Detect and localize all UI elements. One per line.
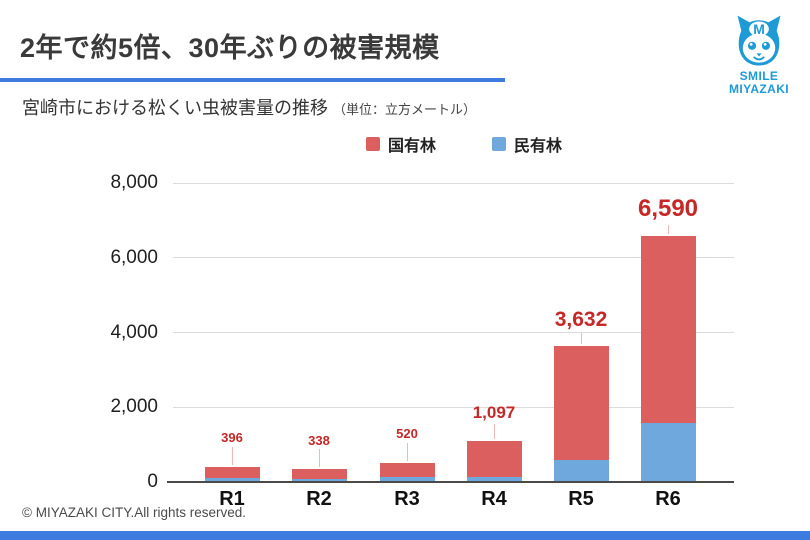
y-axis-tick-label: 2,000 [58,396,158,418]
copyright-text: © MIYAZAKI CITY.All rights reserved. [22,505,246,520]
x-axis-label-R5: R5 [536,488,626,511]
value-leader-line [232,447,233,465]
x-axis-line [167,481,734,483]
slide: { "header": { "title": "2年で約5倍、30年ぶりの被害規… [0,0,810,540]
x-axis-label-R6: R6 [623,488,713,511]
value-label-R3: 520 [337,427,477,442]
bar-segment-国有林-R1 [205,467,260,478]
bar-segment-民有林-R5 [554,460,609,482]
bar-segment-国有林-R5 [554,346,609,459]
bar-segment-国有林-R3 [380,463,435,478]
value-leader-line [494,424,495,439]
value-leader-line [668,225,669,234]
y-axis-tick-label: 4,000 [58,322,158,344]
bar-segment-国有林-R4 [467,441,522,477]
value-leader-line [581,333,582,344]
bar-segment-民有林-R6 [641,423,696,482]
value-leader-line [407,443,408,461]
bar-chart: 02,0004,0006,0008,000396R1338R2520R31,09… [0,0,810,540]
value-label-R4: 1,097 [424,403,564,423]
value-leader-line [319,449,320,467]
value-label-R5: 3,632 [511,308,651,332]
x-axis-label-R2: R2 [274,488,364,511]
y-axis-tick-label: 8,000 [58,172,158,194]
bar-segment-国有林-R6 [641,236,696,423]
x-axis-label-R4: R4 [449,488,539,511]
bottom-accent-bar [0,531,810,540]
bar-segment-国有林-R2 [292,469,347,479]
x-axis-label-R3: R3 [362,488,452,511]
value-label-R6: 6,590 [598,195,738,223]
gridline-8000 [173,183,734,184]
y-axis-tick-label: 0 [58,471,158,493]
y-axis-tick-label: 6,000 [58,247,158,269]
